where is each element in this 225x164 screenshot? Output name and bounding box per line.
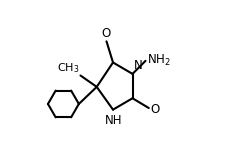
Text: O: O <box>150 103 159 116</box>
Text: NH$_2$: NH$_2$ <box>146 52 170 68</box>
Text: N: N <box>133 59 142 72</box>
Text: NH: NH <box>105 114 122 127</box>
Text: O: O <box>101 27 111 40</box>
Text: CH$_3$: CH$_3$ <box>57 61 79 75</box>
